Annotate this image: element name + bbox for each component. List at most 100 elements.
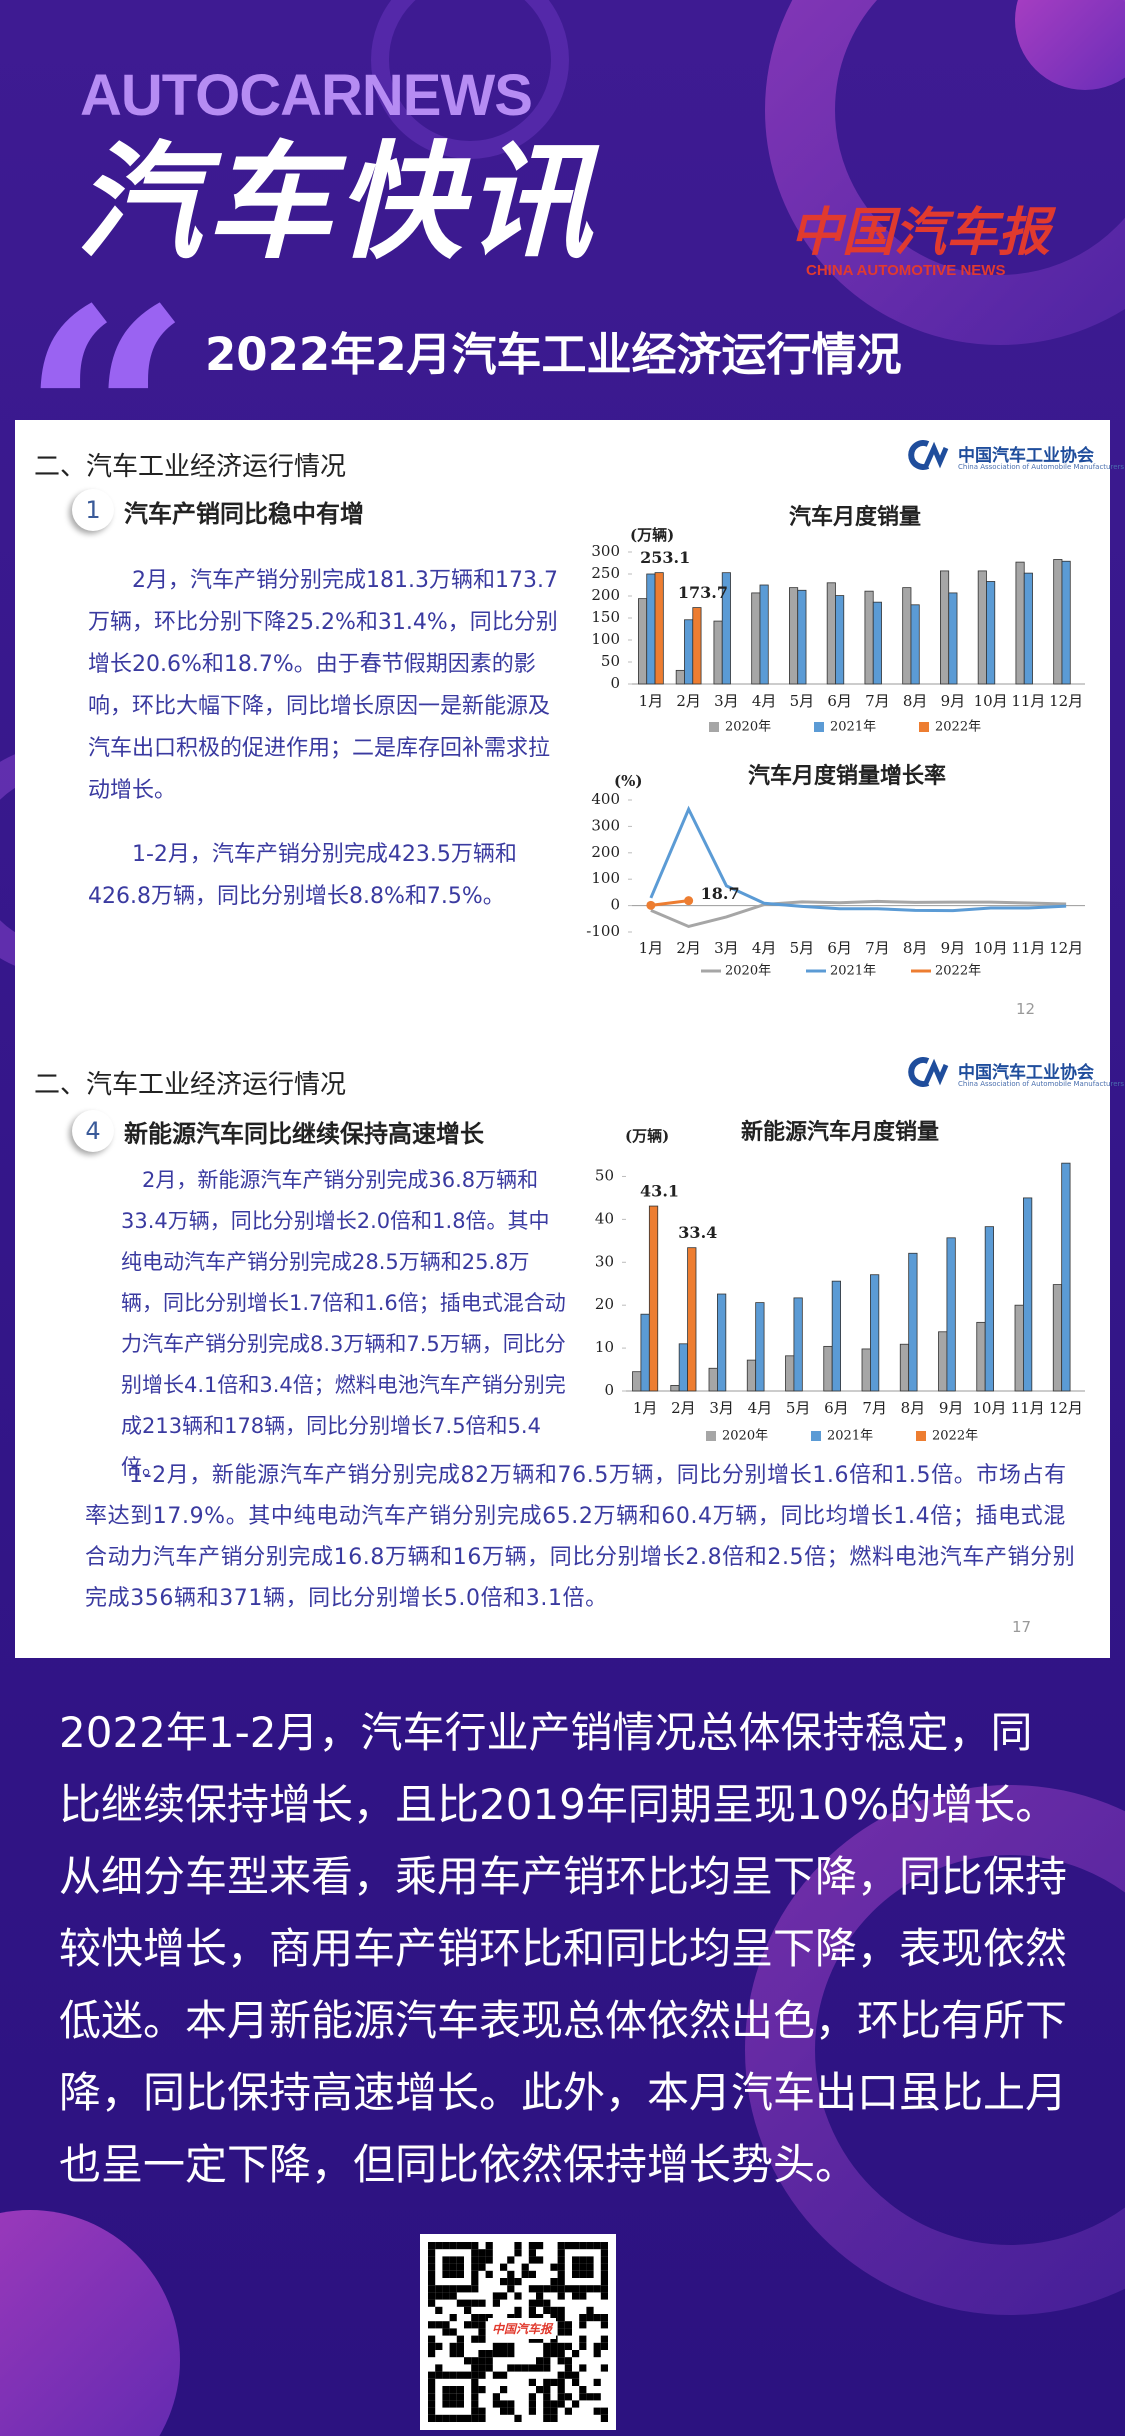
y-tick-label: 50 [595,1166,614,1184]
qr-module [514,2242,522,2250]
line [650,899,689,907]
qr-module [456,2400,464,2408]
x-tick-label: 8月 [903,939,928,957]
qr-module [485,2270,493,2278]
qr-module [435,2306,443,2314]
bar [872,601,882,685]
paragraph: 2月，汽车产销分别完成181.3万辆和173.7万辆，环比分别下降25.2%和3… [88,568,558,803]
x-tick-label: 12月 [1049,939,1083,957]
slide-text: 2月，汽车产销分别完成181.3万辆和173.7万辆，环比分别下降25.2%和3… [88,560,568,918]
qr-module [536,2335,544,2343]
qr-module [492,2299,500,2307]
qr-module [543,2393,551,2401]
x-tick-label: 5月 [790,692,815,710]
qr-module [478,2263,486,2271]
qr-module [579,2292,587,2300]
slides-panel [15,420,1110,1658]
qr-module [428,2242,436,2250]
qr-module [464,2299,472,2307]
qr-module [593,2393,601,2401]
qr-module [593,2314,601,2322]
y-tick-label: -100 [586,922,620,940]
bar [755,1302,765,1392]
qr-module [557,2292,565,2300]
qr-module [557,2278,565,2286]
qr-module [543,2357,551,2365]
qr-module [471,2256,479,2264]
qr-module [442,2242,450,2250]
qr-module [456,2263,464,2271]
x-tick-label: 11月 [1011,939,1045,957]
bar [638,598,648,685]
qr-module [471,2263,479,2271]
qr-module [586,2242,594,2250]
qr-module [464,2371,472,2379]
qr-module [557,2342,565,2350]
page-number: 17 [1012,1618,1032,1636]
bar [940,570,950,685]
bar [870,1274,880,1392]
qr-module [543,2407,551,2415]
qr-module [564,2393,572,2401]
qr-module [428,2270,436,2278]
y-tick-label: 0 [610,674,620,692]
qr-module [456,2242,464,2250]
x-tick-label: 10月 [974,692,1008,710]
bar [831,1280,841,1392]
qr-module [435,2285,443,2293]
qr-module [492,2350,500,2358]
qr-module [500,2342,508,2350]
qr-module [507,2270,515,2278]
qr-module [557,2328,565,2336]
logo-english: CHINA AUTOMOTIVE NEWS [806,262,1006,279]
org-english: China Association of Automobile Manufact… [958,1080,1125,1088]
qr-module [500,2292,508,2300]
legend-label: 2021年 [830,964,876,979]
qr-module [600,2414,608,2422]
summary: 2022年1-2月，汽车行业产销情况总体保持稳定，同比继续保持增长，且比2019… [59,1708,1068,2189]
bar [785,1355,795,1392]
x-tick-label: 9月 [939,1399,964,1417]
qr-module [478,2357,486,2365]
qr-module [471,2400,479,2408]
qr-module [557,2400,565,2408]
qr-module [428,2371,436,2379]
x-tick-label: 6月 [827,692,852,710]
qr-module [428,2414,436,2422]
qr-module [464,2321,472,2329]
qr-module [500,2278,508,2286]
data-label: 33.4 [678,1223,717,1242]
section-number: 4 [72,1110,114,1152]
x-tick-label: 8月 [901,1399,926,1417]
qr-module [449,2292,457,2300]
qr-module [471,2242,479,2250]
qr-module [528,2270,536,2278]
qr-module [528,2314,536,2322]
x-tick-label: 7月 [862,1399,887,1417]
x-tick-label: 3月 [709,1399,734,1417]
qr-module [550,2335,558,2343]
x-tick-label: 1月 [639,692,664,710]
qr-module [564,2364,572,2372]
legend-swatch [709,722,719,732]
qr-module [564,2321,572,2329]
qr-module [478,2314,486,2322]
legend-label: 2022年 [935,964,981,979]
qr-module [507,2256,515,2264]
qr-module [550,2342,558,2350]
qr-module [557,2321,565,2329]
qr-module [471,2364,479,2372]
qr-module [471,2357,479,2365]
y-tick-label: 20 [595,1295,614,1313]
qr-module [543,2400,551,2408]
qr-module [442,2393,450,2401]
qr-module [557,2314,565,2322]
qr-module [507,2407,515,2415]
qr-module [600,2278,608,2286]
qr-module [579,2393,587,2401]
qr-module [572,2263,580,2271]
qr-module [586,2256,594,2264]
qr-module [435,2364,443,2372]
qr-module [449,2328,457,2336]
